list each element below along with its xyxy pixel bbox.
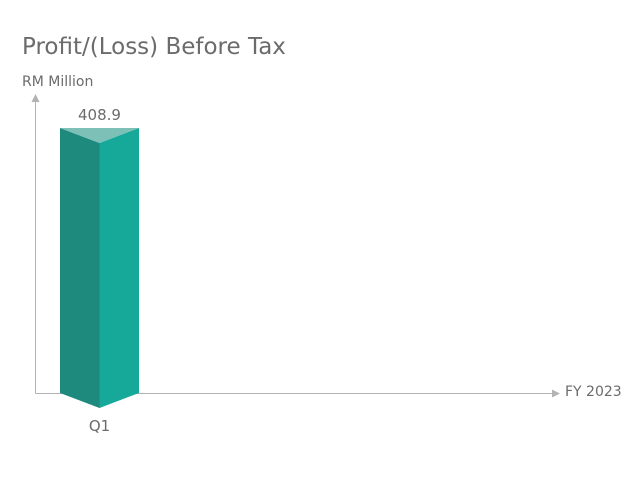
chart-title: Profit/(Loss) Before Tax: [22, 34, 286, 60]
bars-group: 408.9 Q1: [60, 106, 139, 435]
bar: [60, 128, 139, 408]
y-axis: [31, 94, 40, 394]
bar-top-face: [60, 128, 139, 143]
y-axis-arrow: [31, 94, 40, 102]
x-axis-label: FY 2023: [565, 384, 622, 400]
x-axis-arrow: [552, 389, 560, 398]
x-tick-label: Q1: [89, 417, 110, 435]
bar-right-face: [99, 128, 139, 408]
bar-left-face: [60, 128, 100, 408]
data-label: 408.9: [78, 106, 121, 124]
y-axis-label: RM Million: [22, 74, 94, 90]
